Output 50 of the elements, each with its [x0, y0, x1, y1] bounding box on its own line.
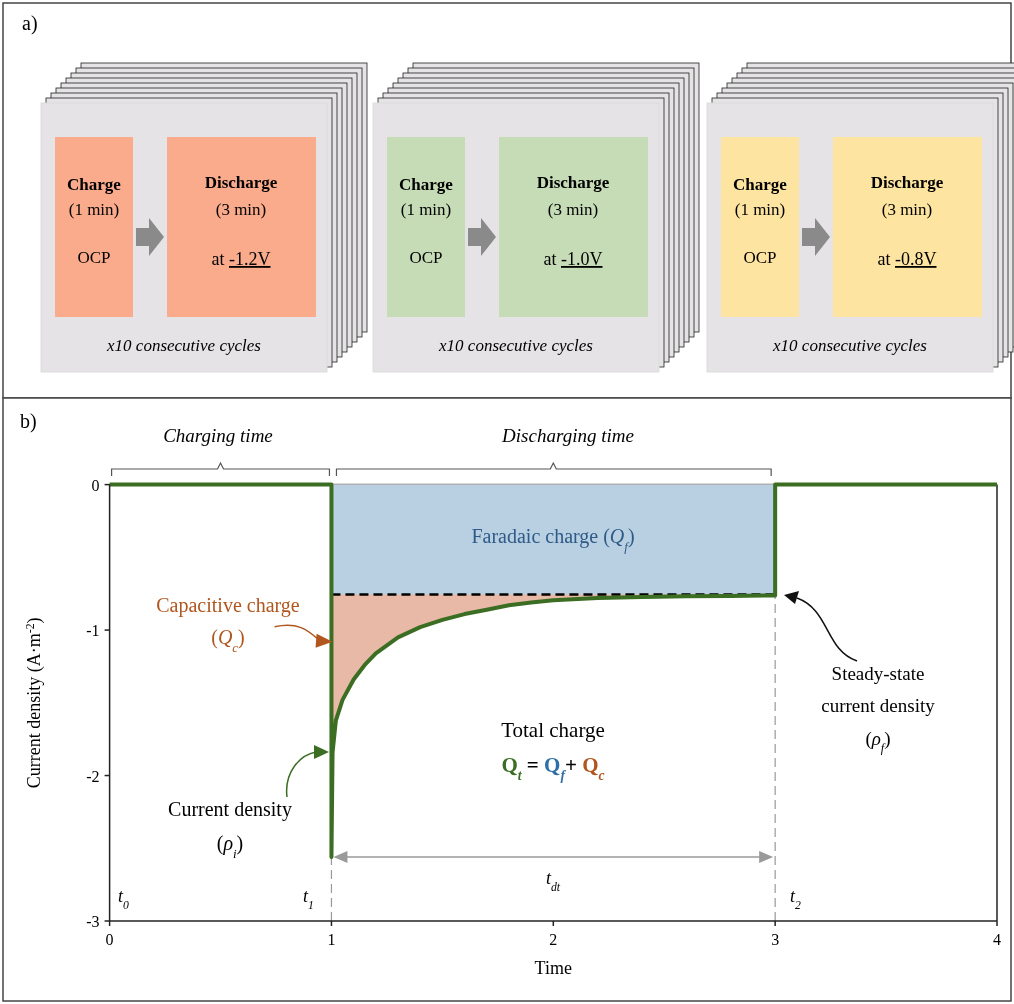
annotation: (ρ$_{i}$)	[216, 832, 244, 861]
annotation: Q$_{t}$ = Q$_{f}$+ Q$_{c}$	[501, 753, 605, 783]
x-tick-label: 1	[327, 931, 336, 948]
annotation: Capacitive charge	[156, 594, 300, 617]
y-tick-label: -1	[86, 622, 100, 640]
text: Charge	[733, 175, 788, 194]
text: x10 consecutive cycles	[438, 336, 594, 355]
x-tick-label: 3	[771, 931, 780, 948]
annotation: current density	[821, 695, 936, 716]
text: OCP	[77, 248, 111, 267]
text: (3 min)	[881, 200, 933, 219]
annotation: Total charge	[501, 718, 605, 742]
y-tick-label: -2	[86, 767, 100, 785]
annotation: t$_{1}$	[303, 886, 314, 912]
x-tick-label: 2	[549, 931, 558, 948]
text: (3 min)	[215, 200, 267, 219]
x-axis-title: Time	[534, 958, 572, 978]
text: x10 consecutive cycles	[772, 336, 928, 355]
chart-title: b)	[20, 410, 37, 433]
text: (1 min)	[734, 200, 786, 219]
text: x10 consecutive cycles	[106, 336, 262, 355]
x-tick-label: 4	[993, 931, 1001, 948]
text: at -0.8V	[877, 249, 937, 269]
annotation: Faradaic charge (Q$_{f}$)	[471, 525, 635, 554]
y-tick-label: 0	[91, 476, 100, 494]
text: Charge	[399, 175, 454, 194]
x-tick-label: 0	[105, 931, 114, 948]
annotation: (Q$_{c}$)	[211, 626, 245, 655]
text: Charging time	[163, 425, 273, 446]
text: a)	[22, 12, 38, 35]
text: Charge	[67, 175, 122, 194]
text: (1 min)	[400, 200, 452, 219]
text: Discharge	[870, 173, 944, 192]
text: at -1.0V	[543, 249, 603, 269]
text: OCP	[743, 248, 777, 267]
annotation: Steady-state	[831, 663, 925, 684]
text: Discharging time	[501, 425, 634, 446]
annotation: t$_{dt}$	[545, 868, 561, 894]
line-series	[107, 482, 999, 859]
text: (3 min)	[547, 200, 599, 219]
text: Discharge	[204, 173, 278, 192]
annotation: t$_{2}$	[790, 886, 802, 912]
y-tick-label: -3	[86, 913, 100, 930]
text: OCP	[409, 248, 443, 267]
text: (1 min)	[68, 200, 120, 219]
annotation: Current density	[168, 798, 292, 821]
text: at -1.2V	[211, 249, 271, 269]
annotation: t$_{0}$	[118, 886, 130, 912]
text: Discharge	[536, 173, 610, 192]
annotation: (ρ$_{f}$)	[865, 728, 891, 755]
